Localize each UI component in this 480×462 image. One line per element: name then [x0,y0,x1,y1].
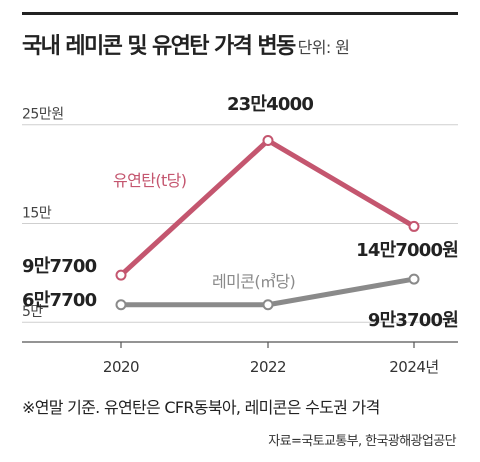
data-label: 14만7000원 [356,240,458,261]
data-point [262,299,274,311]
series-name-remicon: 레미콘(㎥당) [212,272,295,291]
chart-area: 25만원 15만 5만 2020 2022 2024년 9만7700 23만4000 14만70… [22,94,459,376]
data-label: 9만3700원 [368,310,458,331]
data-point [115,269,127,281]
y-tick-label: 25만원 [22,107,64,123]
data-label: 6만7700 [22,290,97,311]
x-tick-label: 2022 [250,358,286,376]
data-point [115,299,127,311]
series-name-coal: 유연탄(t당) [113,171,186,190]
source-credit: 자료=국토교통부, 한국광해광업공단 [268,434,456,449]
footnote: ※연말 기준. 유연탄은 CFR동북아, 레미콘은 수도권 가격 [22,398,380,417]
chart-title: 국내 레미콘 및 유연탄 가격 변동 단위: 원 [22,28,350,60]
data-point [262,134,274,146]
x-tick-label: 2020 [103,358,139,376]
chart-title-text: 국내 레미콘 및 유연탄 가격 변동 [22,34,296,59]
y-tick-label: 5만 [22,304,43,320]
x-tick-label: 2024년 [389,358,438,376]
data-point [408,273,420,285]
unit-label: 단위: 원 [297,38,350,57]
y-tick-label: 15만 [22,205,52,221]
data-point [408,220,420,232]
data-label: 9만7700 [22,256,97,277]
top-rule [22,12,458,15]
data-label: 23만4000 [227,94,313,115]
